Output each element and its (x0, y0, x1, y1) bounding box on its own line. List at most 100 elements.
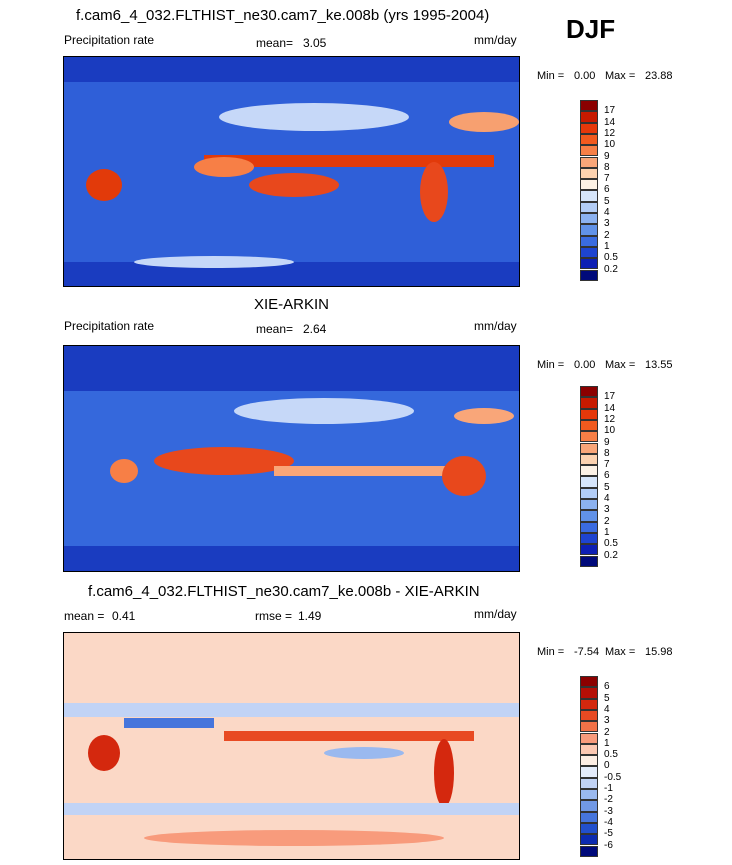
panel-3-rmse-label: rmse = (255, 609, 293, 623)
colorbar-tick-label: 3 (604, 715, 610, 727)
panel-3-units: mm/day (474, 607, 517, 621)
panel-3-mean-value: 0.41 (112, 609, 136, 623)
colorbar-swatch (580, 201, 598, 213)
panel-3-map-field (64, 633, 519, 859)
panel-2-max-value: 13.55 (645, 359, 673, 371)
panel-2-mean-value: 2.64 (303, 322, 327, 336)
panel-3-rmse-value: 1.49 (298, 609, 322, 623)
colorbar-tick-label: -3 (604, 805, 613, 817)
panel-1-title: f.cam6_4_032.FLTHIST_ne30.cam7_ke.008b (… (76, 7, 490, 24)
colorbar-tick-label: 14 (604, 402, 616, 414)
colorbar-swatch (580, 408, 598, 420)
colorbar-tick-label: -6 (604, 839, 613, 851)
colorbar-swatch (580, 687, 598, 699)
panel-1-variable-label: Precipitation rate (64, 33, 155, 47)
panel-3-min-label: Min = (537, 646, 565, 658)
colorbar-tick-label: 2 (604, 229, 610, 241)
panel-2-variable-label: Precipitation rate (64, 319, 155, 333)
colorbar-tick-label: 3 (604, 504, 610, 516)
colorbar-swatch (580, 246, 598, 259)
colorbar-tick-label: 10 (604, 139, 616, 151)
colorbar-swatch (580, 179, 598, 191)
colorbar-swatch (580, 442, 598, 454)
colorbar-tick-label: 0.5 (604, 252, 618, 264)
colorbar-swatch (580, 555, 598, 567)
panel-1-max-label: Max = (605, 70, 636, 82)
colorbar-tick-label: 12 (604, 413, 616, 425)
colorbar-swatch (580, 213, 598, 225)
colorbar-swatch (580, 111, 598, 123)
panel-3-min-value: -7.54 (574, 646, 600, 658)
season-label: DJF (566, 14, 616, 44)
colorbar-swatch (580, 122, 598, 134)
colorbar-tick-label: -1 (604, 783, 613, 794)
colorbar-tick-label: 7 (604, 459, 610, 471)
colorbar-swatch (580, 133, 598, 146)
colorbar-swatch (580, 743, 598, 756)
panel-1-map-field (64, 57, 519, 286)
colorbar-swatch (580, 544, 598, 556)
colorbar-tick-label: 6 (604, 470, 610, 482)
colorbar-swatch (580, 521, 598, 533)
colorbar-swatch (580, 269, 598, 281)
colorbar-swatch (580, 224, 598, 236)
colorbar-swatch (580, 822, 598, 835)
colorbar-swatch (580, 100, 598, 112)
panel-2-units: mm/day (474, 319, 517, 333)
colorbar-tick-label: 2 (604, 726, 610, 738)
panel-2-min-value: 0.00 (574, 359, 596, 371)
colorbar-swatch (580, 499, 598, 511)
colorbar-swatch (580, 465, 598, 477)
panel-2-map (63, 345, 520, 572)
colorbar-swatch (580, 419, 598, 432)
colorbar-tick-label: 5 (604, 692, 610, 704)
colorbar-swatch (580, 145, 598, 157)
colorbar-tick-label: 0.5 (604, 538, 618, 550)
colorbar-swatch (580, 510, 598, 522)
colorbar-swatch (580, 732, 598, 744)
colorbar-tick-label: 0 (604, 760, 610, 772)
colorbar-swatch (580, 800, 598, 812)
colorbar-swatch (580, 789, 598, 801)
colorbar-swatch (580, 386, 598, 398)
colorbar-tick-label: 4 (604, 493, 610, 504)
colorbar-tick-label: 0.5 (604, 749, 618, 761)
colorbar-tick-label: 5 (604, 481, 610, 493)
colorbar-tick-label: 0.2 (604, 263, 618, 275)
colorbar-tick-label: -4 (604, 816, 613, 828)
colorbar-swatch (580, 845, 598, 857)
colorbar-tick-label: 1 (604, 526, 610, 538)
colorbar-tick-label: -2 (604, 794, 613, 806)
colorbar-swatch (580, 258, 598, 270)
colorbar-swatch (580, 156, 598, 168)
panel-1-mean-value: 3.05 (303, 36, 327, 50)
panel-3-max-value: 15.98 (645, 646, 673, 658)
panel-2-map-field (64, 346, 519, 571)
colorbar-swatch (580, 676, 598, 688)
colorbar-tick-label: 17 (604, 391, 616, 403)
colorbar-swatch (580, 709, 598, 722)
colorbar-tick-label: 6 (604, 184, 610, 196)
colorbar-tick-label: 10 (604, 425, 616, 437)
colorbar-tick-label: 5 (604, 195, 610, 207)
colorbar-swatch (580, 755, 598, 767)
colorbar-tick-label: 14 (604, 116, 616, 128)
panel-2-title: XIE-ARKIN (254, 296, 330, 313)
colorbar-tick-label: 12 (604, 127, 616, 139)
panel-3-max-label: Max = (605, 646, 636, 658)
colorbar-tick-label: 1 (604, 240, 610, 252)
panel-2-mean-label: mean= (256, 322, 294, 336)
colorbar-tick-label: 1 (604, 737, 610, 749)
colorbar-tick-label: 6 (604, 681, 610, 693)
colorbar-tick-label: 7 (604, 173, 610, 185)
colorbar-swatch (580, 721, 598, 733)
colorbar-tick-label: 8 (604, 161, 610, 173)
panel-1-map (63, 56, 520, 287)
panel-3-mean-label: mean = (64, 609, 105, 623)
panel-1-mean-label: mean= (256, 36, 294, 50)
colorbar-swatch (580, 167, 598, 180)
colorbar-tick-label: 8 (604, 447, 610, 459)
panel-1-min-value: 0.00 (574, 70, 596, 82)
colorbar-swatch (580, 431, 598, 443)
panel-2-max-label: Max = (605, 359, 636, 371)
